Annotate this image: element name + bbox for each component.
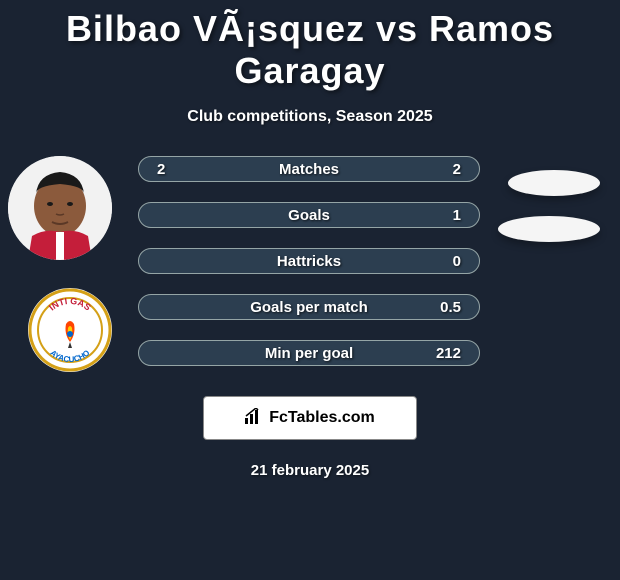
page-title: Bilbao VÃ¡squez vs Ramos Garagay (0, 0, 620, 92)
subtitle: Club competitions, Season 2025 (0, 92, 620, 126)
player-face-icon (8, 156, 112, 260)
player-avatar-left (8, 156, 112, 260)
footer-brand-label: FcTables.com (269, 409, 375, 427)
chart-icon (245, 408, 263, 429)
stat-row-matches: 2 Matches 2 (138, 156, 480, 182)
stat-right-value: 212 (436, 345, 461, 362)
stat-row-goals: Goals 1 (138, 202, 480, 228)
stat-left-value: 2 (157, 161, 165, 178)
date-label: 21 february 2025 (0, 462, 620, 479)
stat-row-hattricks: Hattricks 0 (138, 248, 480, 274)
player-avatar-right-2 (498, 216, 600, 242)
stat-right-value: 0.5 (440, 299, 461, 316)
team-badge-left: INTI GAS AYACUCHO (28, 288, 112, 372)
stat-right-value: 0 (453, 253, 461, 270)
stat-label: Min per goal (265, 345, 353, 362)
main-content: INTI GAS AYACUCHO 2 Matches 2 Goals 1 Ha… (0, 156, 620, 479)
footer-brand-badge[interactable]: FcTables.com (203, 396, 417, 440)
stat-label: Goals per match (250, 299, 368, 316)
stat-label: Hattricks (277, 253, 341, 270)
stat-right-value: 1 (453, 207, 461, 224)
stat-row-goals-per-match: Goals per match 0.5 (138, 294, 480, 320)
stats-container: 2 Matches 2 Goals 1 Hattricks 0 Goals pe… (138, 156, 480, 366)
team-badge-icon: INTI GAS AYACUCHO (28, 288, 112, 372)
stat-label: Goals (288, 207, 330, 224)
stat-label: Matches (279, 161, 339, 178)
stat-right-value: 2 (453, 161, 461, 178)
player-avatar-right-1 (508, 170, 600, 196)
stat-row-min-per-goal: Min per goal 212 (138, 340, 480, 366)
